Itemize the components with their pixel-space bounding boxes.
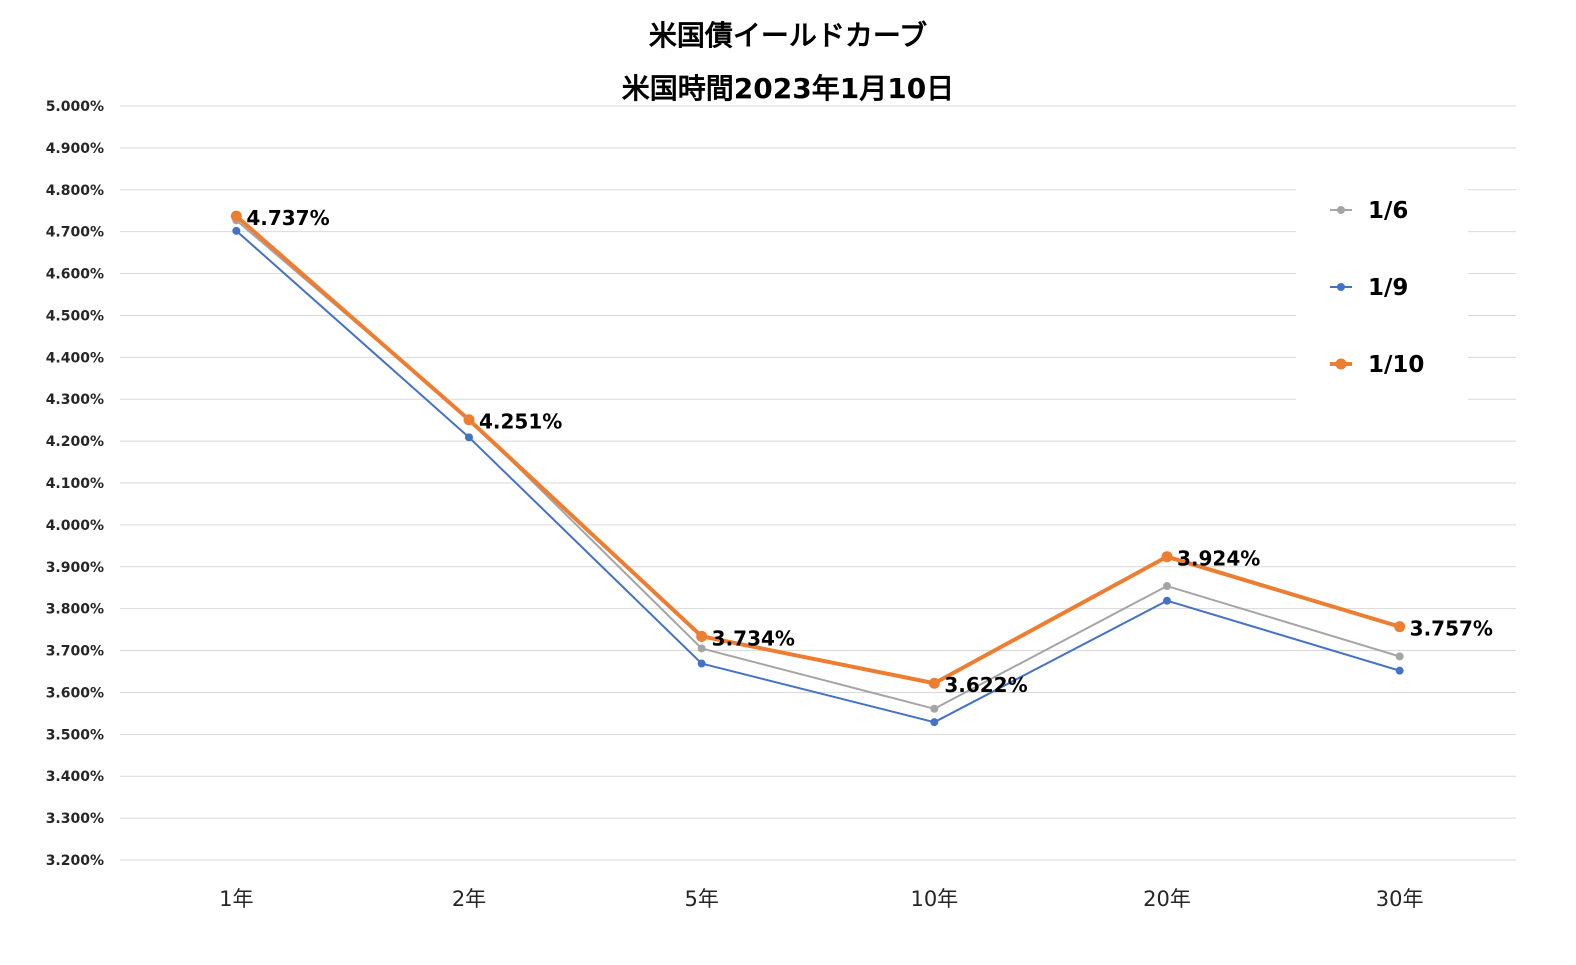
series-0 <box>232 216 1404 713</box>
y-tick-label: 3.500% <box>46 727 104 743</box>
series-1 <box>232 226 1404 727</box>
y-tick-label: 4.800% <box>46 183 104 199</box>
y-tick-label: 3.800% <box>46 602 104 618</box>
series-line <box>235 214 1401 686</box>
x-tick-label: 1年 <box>219 887 253 911</box>
x-tick-label: 2年 <box>452 887 486 911</box>
y-tick-label: 3.300% <box>46 811 104 827</box>
x-tick-label: 10年 <box>910 887 958 911</box>
series-line <box>235 230 1400 724</box>
chart-title: 米国債イールドカーブ <box>649 19 927 52</box>
data-point <box>230 210 242 222</box>
y-tick-label: 4.000% <box>46 518 104 534</box>
legend-item: 1/10 <box>1330 352 1424 378</box>
series-line <box>235 219 1400 710</box>
data-point <box>1163 596 1171 605</box>
data-point <box>1394 621 1406 633</box>
y-tick-label: 3.700% <box>46 644 104 660</box>
legend-label: 1/10 <box>1368 352 1424 378</box>
y-tick-label: 4.400% <box>46 350 104 366</box>
data-label: 4.737% <box>246 206 329 230</box>
chart-subtitle: 米国時間2023年1月10日 <box>622 72 954 105</box>
x-tick-label: 5年 <box>684 887 718 911</box>
legend-marker <box>1335 358 1347 370</box>
legend-item: 1/6 <box>1330 198 1408 224</box>
series <box>230 210 1406 727</box>
x-tick-label: 20年 <box>1143 887 1191 911</box>
y-tick-label: 3.600% <box>46 685 104 701</box>
y-tick-label: 4.500% <box>46 308 104 324</box>
data-point <box>1395 652 1404 661</box>
y-tick-label: 4.300% <box>46 392 104 408</box>
x-tick-label: 30年 <box>1376 887 1424 911</box>
data-point <box>463 414 475 426</box>
y-tick-label: 4.100% <box>46 476 104 492</box>
legend-label: 1/6 <box>1368 198 1408 224</box>
data-point <box>697 644 706 653</box>
y-tick-label: 4.200% <box>46 434 104 450</box>
legend-marker <box>1337 206 1345 214</box>
data-label: 3.924% <box>1177 547 1260 571</box>
data-point <box>232 226 241 235</box>
legend-box <box>1296 168 1468 403</box>
y-tick-label: 3.200% <box>46 853 104 869</box>
series-2 <box>230 210 1406 689</box>
data-point <box>930 704 939 713</box>
x-axis-ticks: 1年 2年 5年 10年 20年 30年 <box>219 887 1423 911</box>
data-point <box>1161 551 1173 563</box>
data-labels: 4.737% 4.251% 3.734% 3.622% 3.924% 3.757% <box>246 206 1493 697</box>
data-label: 3.622% <box>944 673 1027 697</box>
y-tick-label: 4.700% <box>46 225 104 241</box>
legend: 1/6 1/9 1/10 <box>1296 168 1468 403</box>
data-point <box>930 718 939 727</box>
y-tick-label: 4.600% <box>46 267 104 283</box>
y-axis-ticks: 5.000% 4.900% 4.800% 4.700% 4.600% 4.500% 4.40… <box>46 99 104 869</box>
data-point <box>697 659 706 668</box>
legend-label: 1/9 <box>1368 275 1408 301</box>
y-tick-label: 3.900% <box>46 560 104 576</box>
legend-item: 1/9 <box>1330 275 1408 301</box>
legend-marker <box>1337 283 1345 291</box>
y-tick-label: 4.900% <box>46 141 104 157</box>
y-tick-label: 5.000% <box>46 99 104 115</box>
data-point <box>928 677 940 689</box>
data-point <box>696 630 708 642</box>
data-label: 4.251% <box>479 410 562 434</box>
data-label: 3.757% <box>1410 617 1493 641</box>
data-point <box>465 433 473 442</box>
y-tick-label: 3.400% <box>46 769 104 785</box>
data-point <box>1163 582 1171 591</box>
data-point <box>1395 666 1404 675</box>
data-label: 3.734% <box>712 626 795 650</box>
